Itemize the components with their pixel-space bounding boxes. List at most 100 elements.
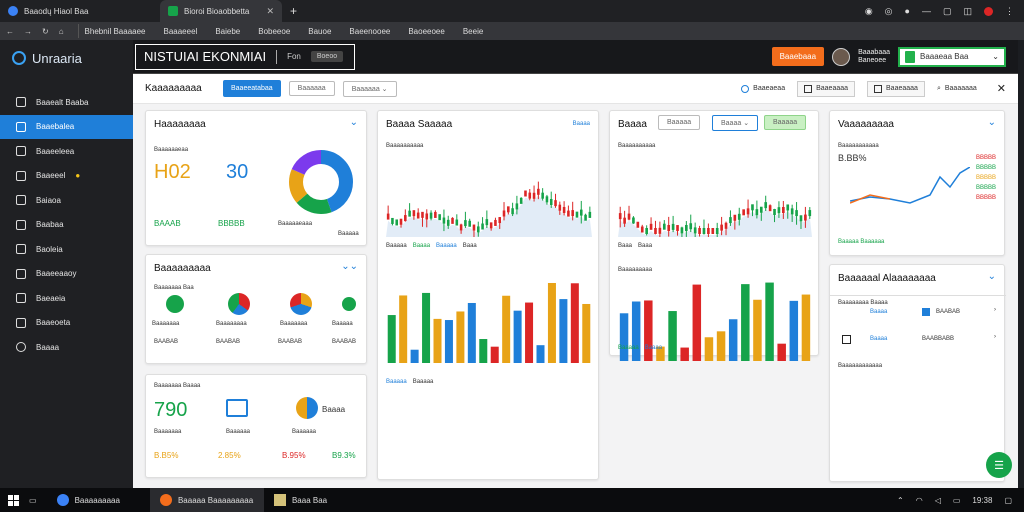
sidebar-item-4[interactable]: Baiaoa — [0, 188, 133, 213]
candle-body — [476, 226, 480, 233]
clock[interactable]: 19:38 — [972, 495, 993, 505]
reload-icon[interactable]: ↻ — [42, 26, 49, 36]
alerts-subtitle: Baaaaaaaa Baaaa — [830, 295, 1006, 310]
candle-body — [782, 207, 785, 213]
bar — [433, 318, 442, 363]
sync-icon[interactable]: ◉ — [864, 5, 873, 16]
wifi-icon[interactable]: ◠ — [915, 495, 923, 505]
browser-tab-active[interactable]: Bioroi Bioaobbetta ✕ — [160, 0, 282, 22]
toolbar-link-3[interactable]: Baaeaaaa — [867, 80, 925, 97]
browser-tab[interactable]: Baaodų Hiaol Baa — [0, 0, 140, 22]
secondary-button[interactable]: Baaaaaa — [288, 81, 335, 96]
bookmark-item[interactable]: Baoeeoee — [408, 26, 445, 36]
candle-body — [693, 227, 697, 234]
candle-body — [627, 213, 631, 220]
stat-value: BAABAB — [216, 339, 241, 345]
period-select[interactable]: Baaaa ⌄ — [712, 115, 759, 131]
filter-label[interactable]: Fon — [287, 52, 301, 61]
bookmark-item[interactable]: Baaaeeel — [163, 26, 198, 36]
extension-icon[interactable]: ◎ — [884, 5, 893, 16]
record-icon[interactable] — [984, 6, 993, 16]
battery-icon[interactable]: ▭ — [952, 495, 961, 505]
sidebar-item-0[interactable]: Baaealt Baaba — [0, 90, 133, 115]
forward-icon[interactable]: → — [24, 26, 32, 36]
toolbar-link-1[interactable]: Baaeaeaa — [741, 84, 785, 93]
stat-value: BAABAB — [278, 339, 303, 345]
windows-start-icon[interactable] — [8, 494, 19, 506]
sidebar-item-10[interactable]: Baaaa — [0, 335, 133, 360]
back-icon[interactable]: ← — [6, 26, 14, 36]
sidebar-item-2[interactable]: Baaeeleea — [0, 139, 133, 164]
card-link[interactable]: Baaaa — [572, 121, 590, 127]
bookmark-item[interactable]: Bobeeoe — [258, 26, 291, 36]
bookmark-item[interactable]: Bhebnil Baaaaee — [84, 26, 146, 36]
menu-icon[interactable]: ⋮ — [1005, 5, 1014, 16]
sidebar-item-1[interactable]: Baaebalea — [0, 114, 133, 139]
restore-icon[interactable]: ▢ — [942, 5, 952, 16]
candle-body — [746, 208, 750, 215]
chat-button[interactable]: ☰ — [986, 452, 1012, 478]
sidebar-item-6[interactable]: Baoleia — [0, 237, 133, 262]
puzzle-icon[interactable]: ◫ — [963, 5, 972, 16]
bar — [559, 299, 568, 363]
filter-pill[interactable]: Boeoo — [310, 51, 344, 62]
toolbar-link-4[interactable]: ⌕ Baaaaaaa — [937, 85, 977, 93]
candle-body — [640, 226, 644, 233]
avatar[interactable] — [832, 47, 851, 66]
home-icon[interactable]: ⌂ — [58, 26, 64, 36]
primary-button[interactable]: Baaeeatabaa — [223, 80, 281, 97]
report-icon — [226, 399, 248, 417]
taskview-icon[interactable]: ▭ — [29, 495, 37, 505]
bookmark-item[interactable]: Bauoe — [308, 26, 332, 36]
brand[interactable]: Unraaria — [0, 40, 133, 76]
dropdown-button[interactable]: Baaaaaa ⌄ — [342, 80, 397, 97]
action-button[interactable]: Baaebaaa — [771, 47, 825, 66]
sidebar-item-3[interactable]: Baaeeel ● — [0, 164, 133, 189]
sidebar-item-5[interactable]: Baabaa — [0, 213, 133, 238]
new-tab-icon[interactable]: + — [290, 4, 298, 18]
bookmark-item[interactable]: Baeenooee — [349, 26, 391, 36]
donut-segment-orange — [289, 150, 353, 214]
bookmark-item[interactable]: Beeie — [462, 26, 484, 36]
sidebar-item-8[interactable]: Baeaeia — [0, 286, 133, 311]
taskbar-item[interactable]: Baaaaaaaaa — [47, 488, 130, 512]
candle-body — [558, 204, 562, 211]
filter-button[interactable]: Baaaaa — [658, 115, 701, 130]
chevron-down-icon[interactable]: ⌄ — [987, 117, 996, 128]
stat-label: Baaaaaaaa — [216, 321, 247, 327]
toolbar-link-2[interactable]: Baaeaaaa — [797, 80, 856, 97]
chevron-right-icon[interactable]: › — [994, 307, 996, 313]
bar — [631, 301, 641, 361]
sidebar-item-7[interactable]: Baaeeaaoy — [0, 262, 133, 287]
chevron-up-icon[interactable]: ⌃ — [897, 495, 904, 505]
page-icon — [16, 195, 26, 206]
candle-body — [571, 210, 574, 217]
taskbar-item[interactable]: Baaa Baa — [264, 488, 337, 512]
expand-icon[interactable]: ⌄⌄ — [341, 261, 358, 272]
speaker-icon[interactable]: ◁ — [934, 495, 941, 505]
candle-body — [676, 225, 679, 232]
stat-value: B.95% — [282, 451, 306, 460]
page-scrollbar[interactable] — [1018, 40, 1024, 488]
profile-icon[interactable]: ● — [904, 6, 910, 16]
taskbar-item-active[interactable]: Baaaaa Baaaaaaaaa — [149, 488, 264, 512]
card-subtitle: Baaaaaaa Baaaa — [154, 383, 201, 389]
pie-icon — [290, 293, 312, 315]
chevron-down-icon[interactable]: ⌄ — [349, 117, 358, 128]
legend-item: Baaaaa — [386, 243, 407, 249]
chevron-down-icon[interactable]: ⌄ — [987, 271, 996, 282]
sidebar-item-9[interactable]: Baaeoeta — [0, 311, 133, 336]
list-icon — [16, 146, 26, 157]
minimize-icon[interactable]: — — [921, 6, 931, 16]
apply-button[interactable]: Baaaaa — [764, 115, 807, 130]
chevron-right-icon[interactable]: › — [994, 334, 996, 340]
bookmark-item[interactable]: Baiebe — [215, 26, 241, 36]
grid-icon — [16, 293, 26, 304]
trend-value: BBBBB — [975, 195, 996, 201]
account-select[interactable]: Baaaeaa Baa ⌄ — [898, 46, 1006, 67]
close-tab-icon[interactable]: ✕ — [266, 5, 274, 16]
candle-body — [507, 206, 510, 213]
candle-body — [786, 204, 790, 211]
close-icon[interactable]: ✕ — [996, 83, 1006, 95]
notification-icon[interactable]: ▢ — [1004, 495, 1012, 505]
